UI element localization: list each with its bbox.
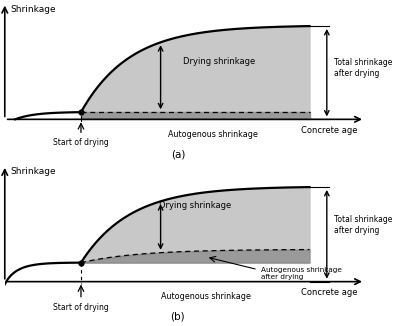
Text: Shrinkage: Shrinkage	[10, 5, 56, 14]
Text: Start of drying: Start of drying	[53, 139, 109, 147]
Text: Total shrinkage
after drying: Total shrinkage after drying	[334, 58, 392, 78]
Text: Autogenous shrinkage: Autogenous shrinkage	[168, 130, 258, 139]
Text: Start of drying: Start of drying	[53, 303, 109, 312]
Text: Shrinkage: Shrinkage	[10, 167, 56, 176]
Text: Autogenous shrinkage
after drying: Autogenous shrinkage after drying	[261, 268, 342, 280]
Text: Total shrinkage
after drying: Total shrinkage after drying	[334, 215, 392, 235]
Text: (a): (a)	[171, 149, 185, 159]
Text: Autogenous shrinkage: Autogenous shrinkage	[161, 292, 250, 301]
Text: Concrete age: Concrete age	[302, 126, 358, 135]
Text: Drying shrinkage: Drying shrinkage	[159, 201, 231, 210]
Text: Concrete age: Concrete age	[302, 288, 358, 297]
Text: (b): (b)	[171, 311, 185, 321]
Text: Drying shrinkage: Drying shrinkage	[183, 56, 256, 66]
